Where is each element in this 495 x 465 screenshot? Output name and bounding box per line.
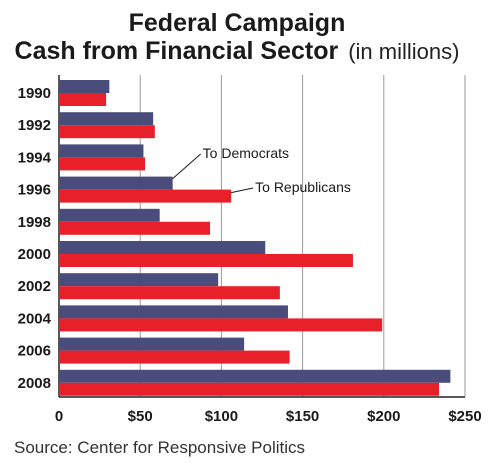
bar-democrats-1996	[59, 176, 173, 190]
chart-title-units: (in millions)	[348, 39, 459, 64]
bar-democrats-1992	[59, 112, 154, 126]
chart-title-line2: Cash from Financial Sector (in millions)	[15, 37, 460, 65]
bar-democrats-2002	[59, 273, 219, 287]
category-label-1998: 1998	[18, 214, 51, 231]
bar-series	[59, 80, 451, 396]
category-label-1994: 1994	[18, 149, 52, 166]
source-note: Source: Center for Responsive Politics	[14, 438, 305, 457]
bar-democrats-2000	[59, 241, 266, 254]
bar-democrats-2006	[59, 337, 245, 351]
category-label-2000: 2000	[18, 246, 51, 263]
annotation-label-1: To Republicans	[255, 179, 351, 195]
annotation-leader-1	[231, 187, 254, 194]
x-tick-label-250: $250	[448, 408, 481, 425]
category-label-2006: 2006	[18, 343, 51, 360]
category-label-2004: 2004	[18, 310, 52, 327]
x-tick-label-100: $100	[205, 408, 238, 425]
annotation-leader-0	[172, 153, 202, 179]
bar-republicans-2008	[59, 382, 440, 396]
x-tick-label-200: $200	[367, 408, 400, 425]
bar-republicans-2006	[59, 350, 290, 364]
bar-democrats-1998	[59, 208, 160, 222]
category-label-1992: 1992	[18, 117, 51, 134]
bar-democrats-2004	[59, 305, 288, 319]
annotations: To Democrats To Republicans	[172, 145, 351, 195]
category-label-1990: 1990	[18, 85, 51, 102]
x-tick-labels: 0 $50 $100 $150 $200 $250	[55, 408, 482, 425]
x-tick-label-50: $50	[128, 408, 153, 425]
bar-democrats-2008	[59, 369, 451, 383]
bar-democrats-1990	[59, 80, 110, 93]
bar-republicans-1992	[59, 125, 155, 139]
bar-republicans-1990	[59, 93, 107, 106]
annotation-label-0: To Democrats	[203, 145, 289, 161]
chart-title-main: Cash from Financial Sector	[15, 37, 339, 65]
bar-republicans-2002	[59, 286, 280, 300]
category-label-1996: 1996	[18, 182, 51, 199]
chart-title-line1: Federal Campaign	[129, 9, 346, 37]
category-labels: 1990 1992 1994 1996 1998 2000 2002 2004 2006 2008	[18, 85, 52, 392]
x-tick-label-0: 0	[55, 408, 63, 425]
x-tick-label-150: $150	[286, 408, 319, 425]
category-label-2008: 2008	[18, 375, 51, 392]
bar-democrats-1994	[59, 144, 144, 158]
category-label-2002: 2002	[18, 278, 51, 295]
bar-republicans-1998	[59, 221, 211, 235]
bar-republicans-1994	[59, 157, 146, 171]
bar-republicans-2000	[59, 254, 353, 267]
bar-republicans-1996	[59, 189, 232, 203]
bar-republicans-2004	[59, 318, 383, 332]
